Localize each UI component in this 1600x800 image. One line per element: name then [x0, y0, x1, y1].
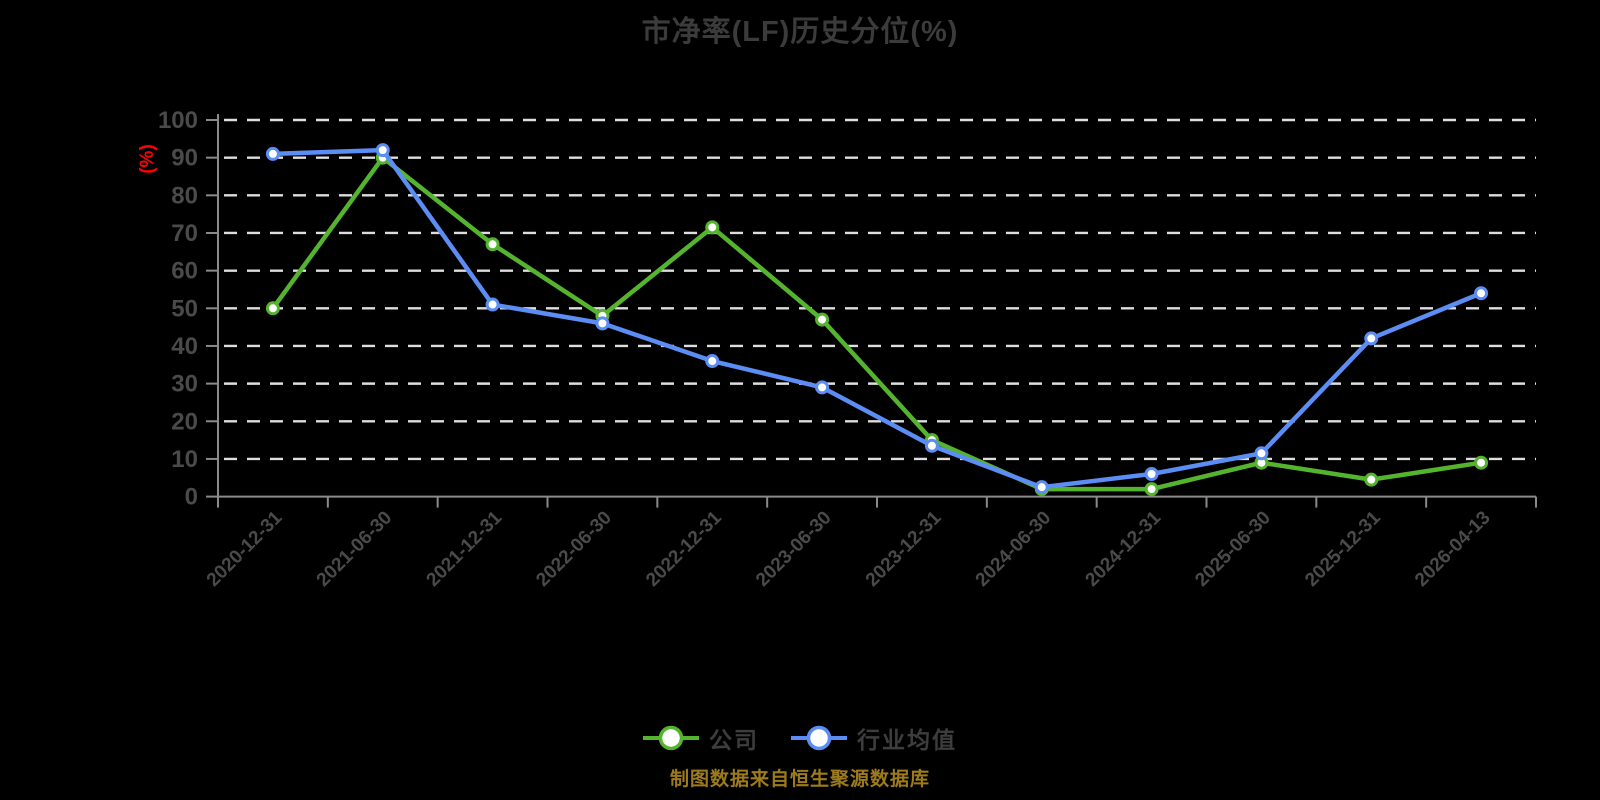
legend-item-company[interactable]: 公司 [643, 721, 759, 755]
x-tick-label: 2022-12-31 [642, 507, 726, 591]
data-point-industry-average[interactable] [265, 146, 280, 161]
series-line-industry-average [270, 147, 1484, 490]
y-tick-label: 60 [171, 258, 198, 285]
legend-label: 公司 [709, 727, 759, 753]
data-point-industry-average[interactable] [1034, 480, 1049, 495]
legend: 公司 行业均值 [0, 721, 1600, 755]
y-tick-label: 80 [171, 182, 198, 209]
data-source-note: 制图数据来自恒生聚源数据库 [669, 769, 930, 790]
series-line-company [270, 155, 1484, 492]
data-point-industry-average[interactable] [375, 143, 390, 158]
legend-marker-circle [806, 725, 832, 751]
x-tick-label: 2026-04-13 [1411, 507, 1495, 591]
data-point-industry-average[interactable] [485, 297, 500, 312]
data-point-company[interactable] [265, 301, 280, 316]
legend-label: 行业均值 [857, 727, 957, 753]
x-tick-label: 2024-12-31 [1082, 507, 1166, 591]
data-point-industry-average[interactable] [1144, 467, 1159, 482]
x-tick-label: 2023-06-30 [752, 507, 836, 591]
data-point-industry-average[interactable] [924, 438, 939, 453]
x-tick-label: 2021-06-30 [313, 507, 397, 591]
legend-marker-icon [643, 725, 699, 751]
legend-item-industry-average[interactable]: 行业均值 [791, 721, 957, 755]
x-tick-label: 2024-06-30 [972, 507, 1056, 591]
y-tick-label: 100 [158, 107, 198, 134]
chart-title: 市净率(LF)历史分位(%) [641, 16, 959, 48]
data-point-company[interactable] [815, 312, 830, 327]
y-tick-label: 70 [171, 220, 198, 247]
y-tick-label: 90 [171, 145, 198, 172]
data-point-company[interactable] [1474, 455, 1489, 470]
data-point-industry-average[interactable] [815, 380, 830, 395]
data-point-industry-average[interactable] [1254, 446, 1269, 461]
data-point-industry-average[interactable] [1364, 331, 1379, 346]
legend-marker-circle [658, 725, 684, 751]
data-point-industry-average[interactable] [705, 354, 720, 369]
data-point-company[interactable] [1144, 482, 1159, 497]
legend-marker-icon [791, 725, 847, 751]
y-tick-label: 10 [171, 446, 198, 473]
data-point-industry-average[interactable] [595, 316, 610, 331]
data-point-industry-average[interactable] [1474, 286, 1489, 301]
y-tick-label: 50 [171, 295, 198, 322]
data-point-company[interactable] [1364, 472, 1379, 487]
y-tick-label: 30 [171, 371, 198, 398]
data-point-company[interactable] [705, 220, 720, 235]
y-tick-label: 20 [171, 408, 198, 435]
x-tick-label: 2022-06-30 [532, 507, 616, 591]
x-tick-label: 2023-12-31 [862, 507, 946, 591]
x-tick-label: 2025-12-31 [1301, 507, 1385, 591]
x-tick-label: 2021-12-31 [423, 507, 507, 591]
x-tick-label: 2020-12-31 [203, 507, 287, 591]
y-tick-label: 0 [185, 484, 198, 511]
y-tick-label: 40 [171, 333, 198, 360]
data-point-company[interactable] [485, 237, 500, 252]
x-tick-label: 2025-06-30 [1191, 507, 1275, 591]
